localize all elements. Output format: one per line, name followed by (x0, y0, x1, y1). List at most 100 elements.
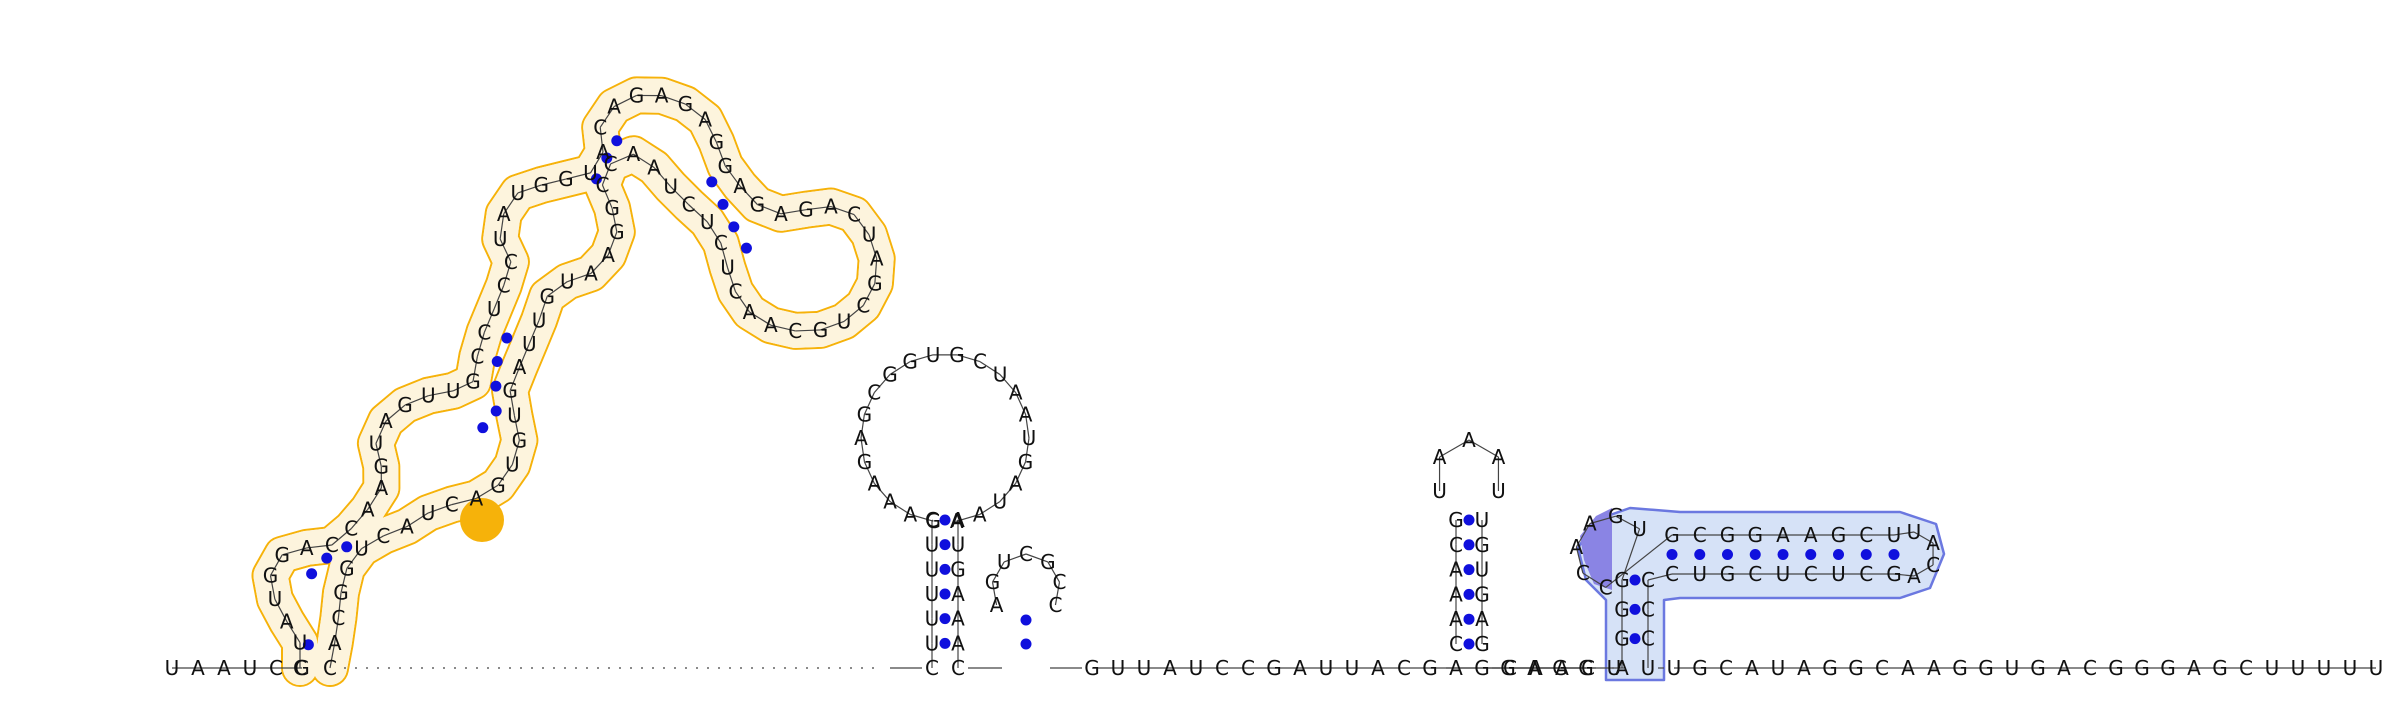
backbone-segment (1615, 515, 1640, 530)
nucleotide: A (1797, 656, 1811, 680)
nucleotide: G (2134, 656, 2150, 680)
nucleotide: U (446, 379, 461, 403)
backbone-segment (476, 484, 499, 499)
backbone-segment (451, 497, 477, 506)
backbone-segment (282, 547, 307, 556)
backbone-segment (513, 415, 521, 441)
backbone-segment (749, 311, 772, 326)
nucleotide: U (951, 533, 966, 557)
nucleotide: G (512, 428, 528, 452)
nucleotide: A (596, 140, 610, 164)
backbone-segment (541, 178, 566, 186)
backbone-segment (601, 163, 612, 186)
backbone-segment (331, 528, 352, 546)
nucleotide: G (1474, 533, 1490, 557)
nucleotide: C (1859, 523, 1873, 547)
nucleotide: U (243, 656, 258, 680)
backbone-segment (509, 366, 521, 391)
nucleotide: G (263, 564, 279, 588)
backbone-segment (590, 254, 609, 274)
nucleotide: C (1804, 562, 1818, 586)
nucleotide: A (1449, 582, 1463, 606)
nucleotide: A (361, 497, 375, 521)
nucleotide: A (1475, 607, 1489, 631)
nucleotide: A (1804, 523, 1818, 547)
nucleotide: C (951, 656, 965, 680)
nucleotide: G (2108, 656, 2124, 680)
backbone-segment (452, 381, 474, 392)
backbone-segment (910, 513, 934, 522)
base-pair-dot (321, 552, 333, 564)
nucleotide: C (1599, 575, 1613, 599)
nucleotide: G (1448, 508, 1464, 532)
nucleotide: G (867, 271, 883, 295)
nucleotide: U (1022, 426, 1037, 450)
nucleotide: C (714, 231, 728, 255)
backbone-segment (404, 395, 429, 406)
nucleotide: A (743, 300, 757, 324)
nucleotide: U (926, 343, 941, 367)
base-pair-dot (1888, 549, 1900, 560)
backbone-segment (1015, 392, 1027, 415)
nucleotide: C (973, 350, 987, 374)
backbone-segment (538, 296, 548, 321)
nucleotide: C (1449, 632, 1463, 656)
backbone-segment (483, 308, 495, 333)
backbone-segment (601, 184, 613, 209)
nucleotide: G (490, 473, 506, 497)
nucleotide: C (1665, 562, 1679, 586)
nucleotide: C (867, 381, 881, 405)
backbone-segment (874, 258, 878, 284)
backbone-segment (853, 214, 870, 236)
nucleotide: G (502, 379, 518, 403)
nucleotide: U (663, 175, 678, 199)
nucleotide: G (558, 167, 574, 191)
backbone-segment (863, 392, 875, 415)
backbone-segment (780, 209, 807, 215)
nucleotide: C (1052, 570, 1066, 594)
nucleotide: C (331, 606, 345, 630)
nucleotide: A (2187, 656, 2201, 680)
nucleotide: C (925, 508, 939, 532)
base-pair-dot (717, 198, 729, 210)
nucleotide: A (1449, 558, 1463, 582)
nucleotide: A (1009, 472, 1023, 496)
nucleotide: G (629, 83, 645, 107)
nucleotide: U (1831, 562, 1846, 586)
nucleotide: G (1822, 656, 1838, 680)
nucleotide: U (511, 181, 526, 205)
backbone-segment (653, 167, 672, 188)
nucleotide: U (925, 631, 940, 655)
backbone-segment (704, 119, 717, 143)
nucleotide: A (1492, 445, 1506, 469)
nucleotide: A (655, 84, 669, 108)
nucleotide: U (583, 161, 598, 185)
nucleotide: G (902, 350, 918, 374)
backbone-segment (734, 291, 750, 313)
nucleotide: A (1901, 656, 1915, 680)
backbone-segment (306, 544, 332, 549)
nucleotide: A (1462, 428, 1476, 452)
backbone-segment (610, 153, 634, 165)
backbone-segment (1054, 581, 1061, 606)
nucleotide: A (379, 409, 393, 433)
backbone-segment (1025, 553, 1049, 563)
nucleotide: G (1266, 656, 1282, 680)
nucleotide: C (2239, 656, 2253, 680)
backbone-segment (274, 598, 288, 622)
nucleotide: A (1019, 402, 1033, 426)
base-pair-dot (601, 152, 613, 164)
backbone-segment (503, 261, 512, 286)
nucleotide: U (487, 297, 502, 321)
nucleotide: A (2057, 656, 2071, 680)
nucleotide: G (1720, 562, 1736, 586)
backbone-segment (1003, 553, 1027, 563)
nucleotide: A (1583, 512, 1597, 536)
nucleotide: A (217, 656, 231, 680)
backbone-segment (715, 141, 726, 167)
nucleotide: G (1500, 656, 1516, 680)
nucleotide: G (1692, 656, 1708, 680)
nucleotide: G (339, 556, 355, 580)
nucleotide: C (1641, 568, 1655, 592)
